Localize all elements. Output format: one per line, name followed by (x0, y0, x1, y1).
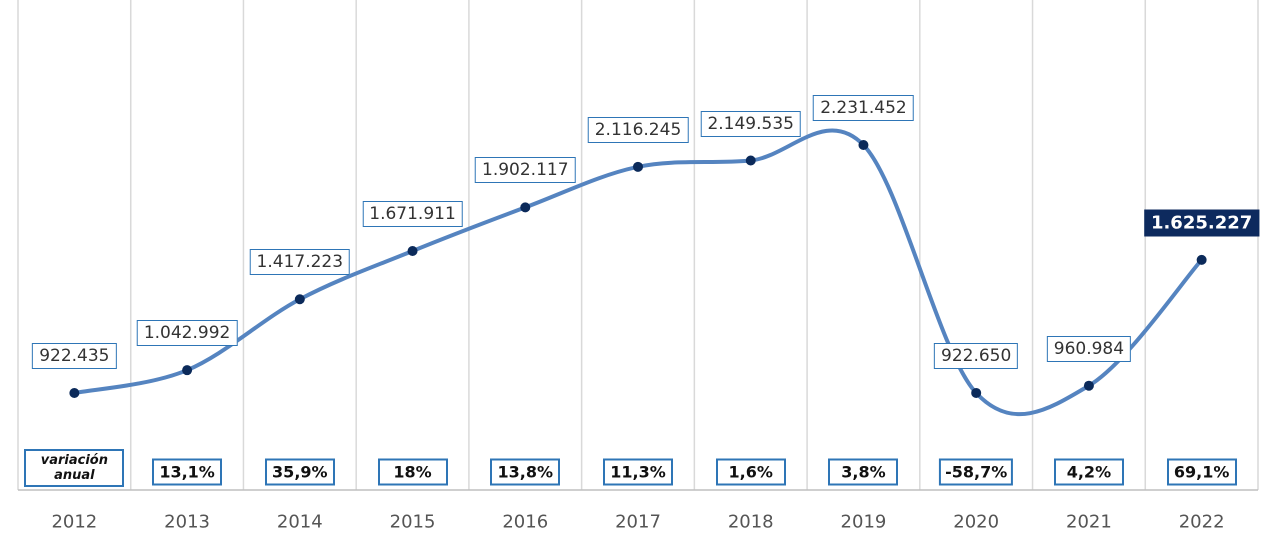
value-label: 2.231.452 (813, 95, 914, 121)
value-label: 922.435 (32, 343, 117, 369)
change-label: -58,7% (939, 458, 1014, 486)
value-label: 1.417.223 (249, 249, 351, 276)
data-point (1083, 380, 1094, 391)
x-tick-label: 2021 (1066, 511, 1112, 533)
value-label: 960.984 (1046, 335, 1132, 362)
data-point (69, 388, 80, 398)
x-tick-label: 2014 (276, 511, 323, 533)
series-line (73, 128, 1204, 417)
x-tick-label: 2013 (164, 511, 210, 533)
change-label: 35,9% (264, 458, 335, 486)
x-tick-label: 2022 (1178, 511, 1225, 533)
data-point (407, 246, 418, 257)
change-title: variación anual (24, 449, 125, 487)
change-label: 13,8% (490, 458, 561, 486)
change-label: 1,6% (715, 458, 786, 486)
change-label: 11,3% (603, 458, 673, 486)
change-label: 18% (377, 458, 448, 486)
x-tick-label: 2019 (840, 511, 887, 533)
value-label: 2.149.535 (700, 110, 801, 137)
value-label: 1.042.992 (136, 320, 238, 347)
x-tick-label: 2012 (51, 511, 98, 533)
data-point (858, 140, 869, 150)
x-tick-label: 2017 (615, 511, 661, 533)
data-point (520, 202, 531, 213)
data-point (971, 387, 982, 398)
change-label: 4,2% (1053, 458, 1124, 486)
x-tick-label: 2018 (727, 511, 774, 533)
data-point (633, 161, 643, 172)
data-point (745, 155, 756, 166)
value-label: 1.671.911 (362, 201, 463, 227)
x-tick-label: 2016 (502, 511, 549, 533)
data-point (294, 294, 305, 305)
data-point (182, 365, 193, 376)
value-label: 1.902.117 (475, 157, 576, 184)
change-label: 13,1% (152, 458, 223, 486)
value-label: 922.650 (934, 342, 1019, 369)
change-label: 3,8% (828, 458, 899, 486)
value-label: 1.625.227 (1143, 209, 1260, 237)
change-label: 69,1% (1166, 458, 1237, 486)
x-tick-label: 2020 (953, 511, 1000, 533)
value-label: 2.116.245 (587, 116, 689, 143)
x-tick-label: 2015 (389, 511, 436, 533)
data-point (1196, 254, 1207, 265)
